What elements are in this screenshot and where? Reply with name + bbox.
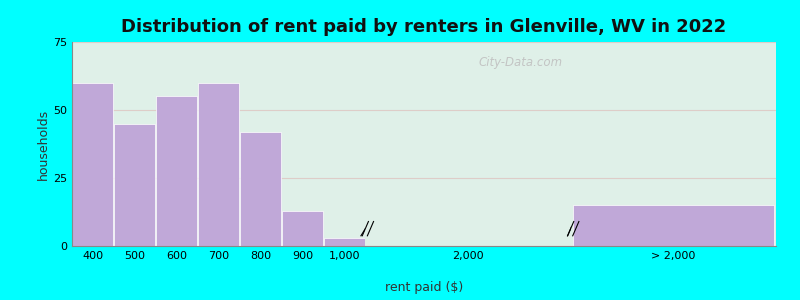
Bar	[282, 211, 323, 246]
Bar	[573, 205, 774, 246]
Bar	[324, 238, 365, 246]
Y-axis label: households: households	[38, 108, 50, 180]
Text: rent paid ($): rent paid ($)	[385, 281, 463, 294]
Text: Distribution of rent paid by renters in Glenville, WV in 2022: Distribution of rent paid by renters in …	[122, 18, 726, 36]
Bar	[198, 83, 239, 246]
Bar	[114, 124, 155, 246]
Bar	[156, 96, 198, 246]
Bar	[73, 83, 114, 246]
Text: City-Data.com: City-Data.com	[478, 56, 562, 69]
Bar	[240, 132, 281, 246]
